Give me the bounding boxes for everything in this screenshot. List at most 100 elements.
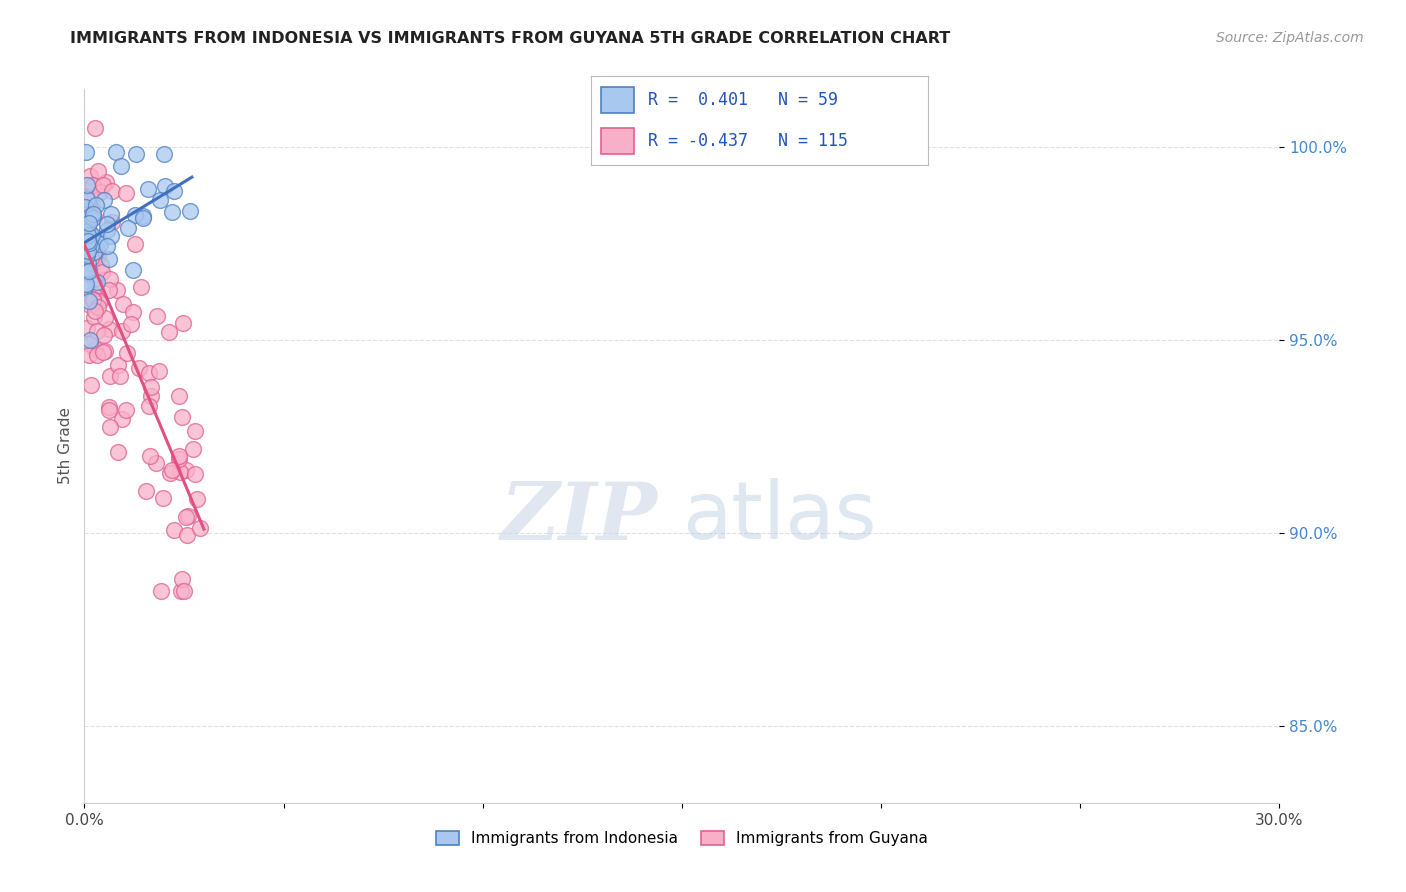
Point: [98, 420, 121, 434]
Point: [90, 258, 112, 272]
Point: [108, 368, 131, 383]
Point: [75, 246, 97, 260]
Point: [77, 216, 100, 230]
Point: [90, 265, 112, 279]
Text: atlas: atlas: [682, 478, 876, 557]
Point: [96, 223, 118, 237]
Point: [132, 211, 155, 225]
Point: [93, 328, 115, 343]
Point: [149, 193, 172, 207]
Point: [179, 203, 201, 218]
Point: [75, 200, 97, 214]
Point: [79, 378, 101, 392]
Point: [96, 217, 118, 231]
Point: [83, 272, 105, 286]
Point: [82, 235, 104, 250]
Text: R =  0.401   N = 59: R = 0.401 N = 59: [648, 91, 838, 109]
Point: [79, 209, 101, 223]
Point: [104, 145, 127, 160]
Point: [160, 205, 183, 219]
Point: [101, 214, 124, 228]
Point: [86, 348, 108, 362]
Point: [155, 178, 177, 193]
Point: [136, 182, 159, 196]
Point: [79, 263, 101, 277]
Point: [80, 190, 103, 204]
Text: Source: ZipAtlas.com: Source: ZipAtlas.com: [1216, 31, 1364, 45]
Point: [89, 294, 111, 309]
Point: [83, 211, 105, 225]
Point: [172, 572, 194, 586]
Point: [75, 145, 97, 160]
Point: [100, 368, 122, 383]
Point: [98, 252, 121, 266]
Point: [75, 188, 97, 202]
Point: [73, 234, 96, 248]
Point: [77, 348, 100, 362]
Point: [75, 204, 97, 219]
Point: [75, 267, 97, 281]
Point: [172, 409, 194, 424]
Point: [82, 238, 104, 252]
Legend: Immigrants from Indonesia, Immigrants from Guyana: Immigrants from Indonesia, Immigrants fr…: [430, 825, 934, 852]
Point: [174, 463, 197, 477]
Point: [86, 275, 108, 289]
Point: [77, 256, 100, 270]
Point: [79, 227, 101, 242]
Point: [111, 296, 134, 310]
Point: [77, 244, 100, 258]
Point: [139, 449, 162, 463]
Point: [117, 221, 139, 235]
Point: [80, 192, 103, 206]
Point: [82, 206, 104, 220]
Point: [169, 465, 191, 479]
Text: R = -0.437   N = 115: R = -0.437 N = 115: [648, 132, 848, 150]
Point: [98, 403, 121, 417]
Point: [122, 305, 145, 319]
Point: [163, 184, 186, 198]
Point: [93, 193, 115, 207]
Point: [80, 245, 103, 260]
Point: [82, 207, 104, 221]
Point: [82, 293, 104, 307]
Point: [77, 227, 100, 241]
Point: [159, 466, 181, 480]
Point: [75, 249, 97, 263]
Point: [107, 359, 129, 373]
Point: [153, 147, 176, 161]
Point: [188, 521, 211, 535]
Point: [82, 211, 104, 225]
Point: [94, 310, 117, 325]
Point: [163, 523, 186, 537]
Point: [101, 184, 124, 198]
Point: [107, 444, 129, 458]
Point: [128, 360, 150, 375]
Point: [89, 233, 111, 247]
Point: [100, 229, 122, 244]
Point: [87, 294, 110, 309]
Point: [77, 235, 100, 250]
Point: [84, 304, 107, 318]
Point: [167, 452, 190, 467]
Point: [98, 283, 121, 297]
Point: [169, 583, 191, 598]
Point: [73, 279, 96, 293]
Point: [89, 185, 111, 199]
Point: [86, 163, 108, 178]
Point: [77, 261, 100, 276]
Point: [84, 198, 107, 212]
Point: [111, 324, 134, 338]
Point: [124, 237, 146, 252]
Point: [184, 467, 207, 481]
Point: [167, 449, 190, 463]
Point: [146, 309, 169, 323]
Point: [79, 298, 101, 312]
Point: [83, 245, 105, 260]
Point: [124, 208, 146, 222]
Point: [79, 334, 101, 348]
Point: [141, 389, 163, 403]
Point: [91, 178, 114, 193]
Point: [82, 287, 104, 301]
Point: [120, 318, 142, 332]
Point: [82, 293, 104, 307]
